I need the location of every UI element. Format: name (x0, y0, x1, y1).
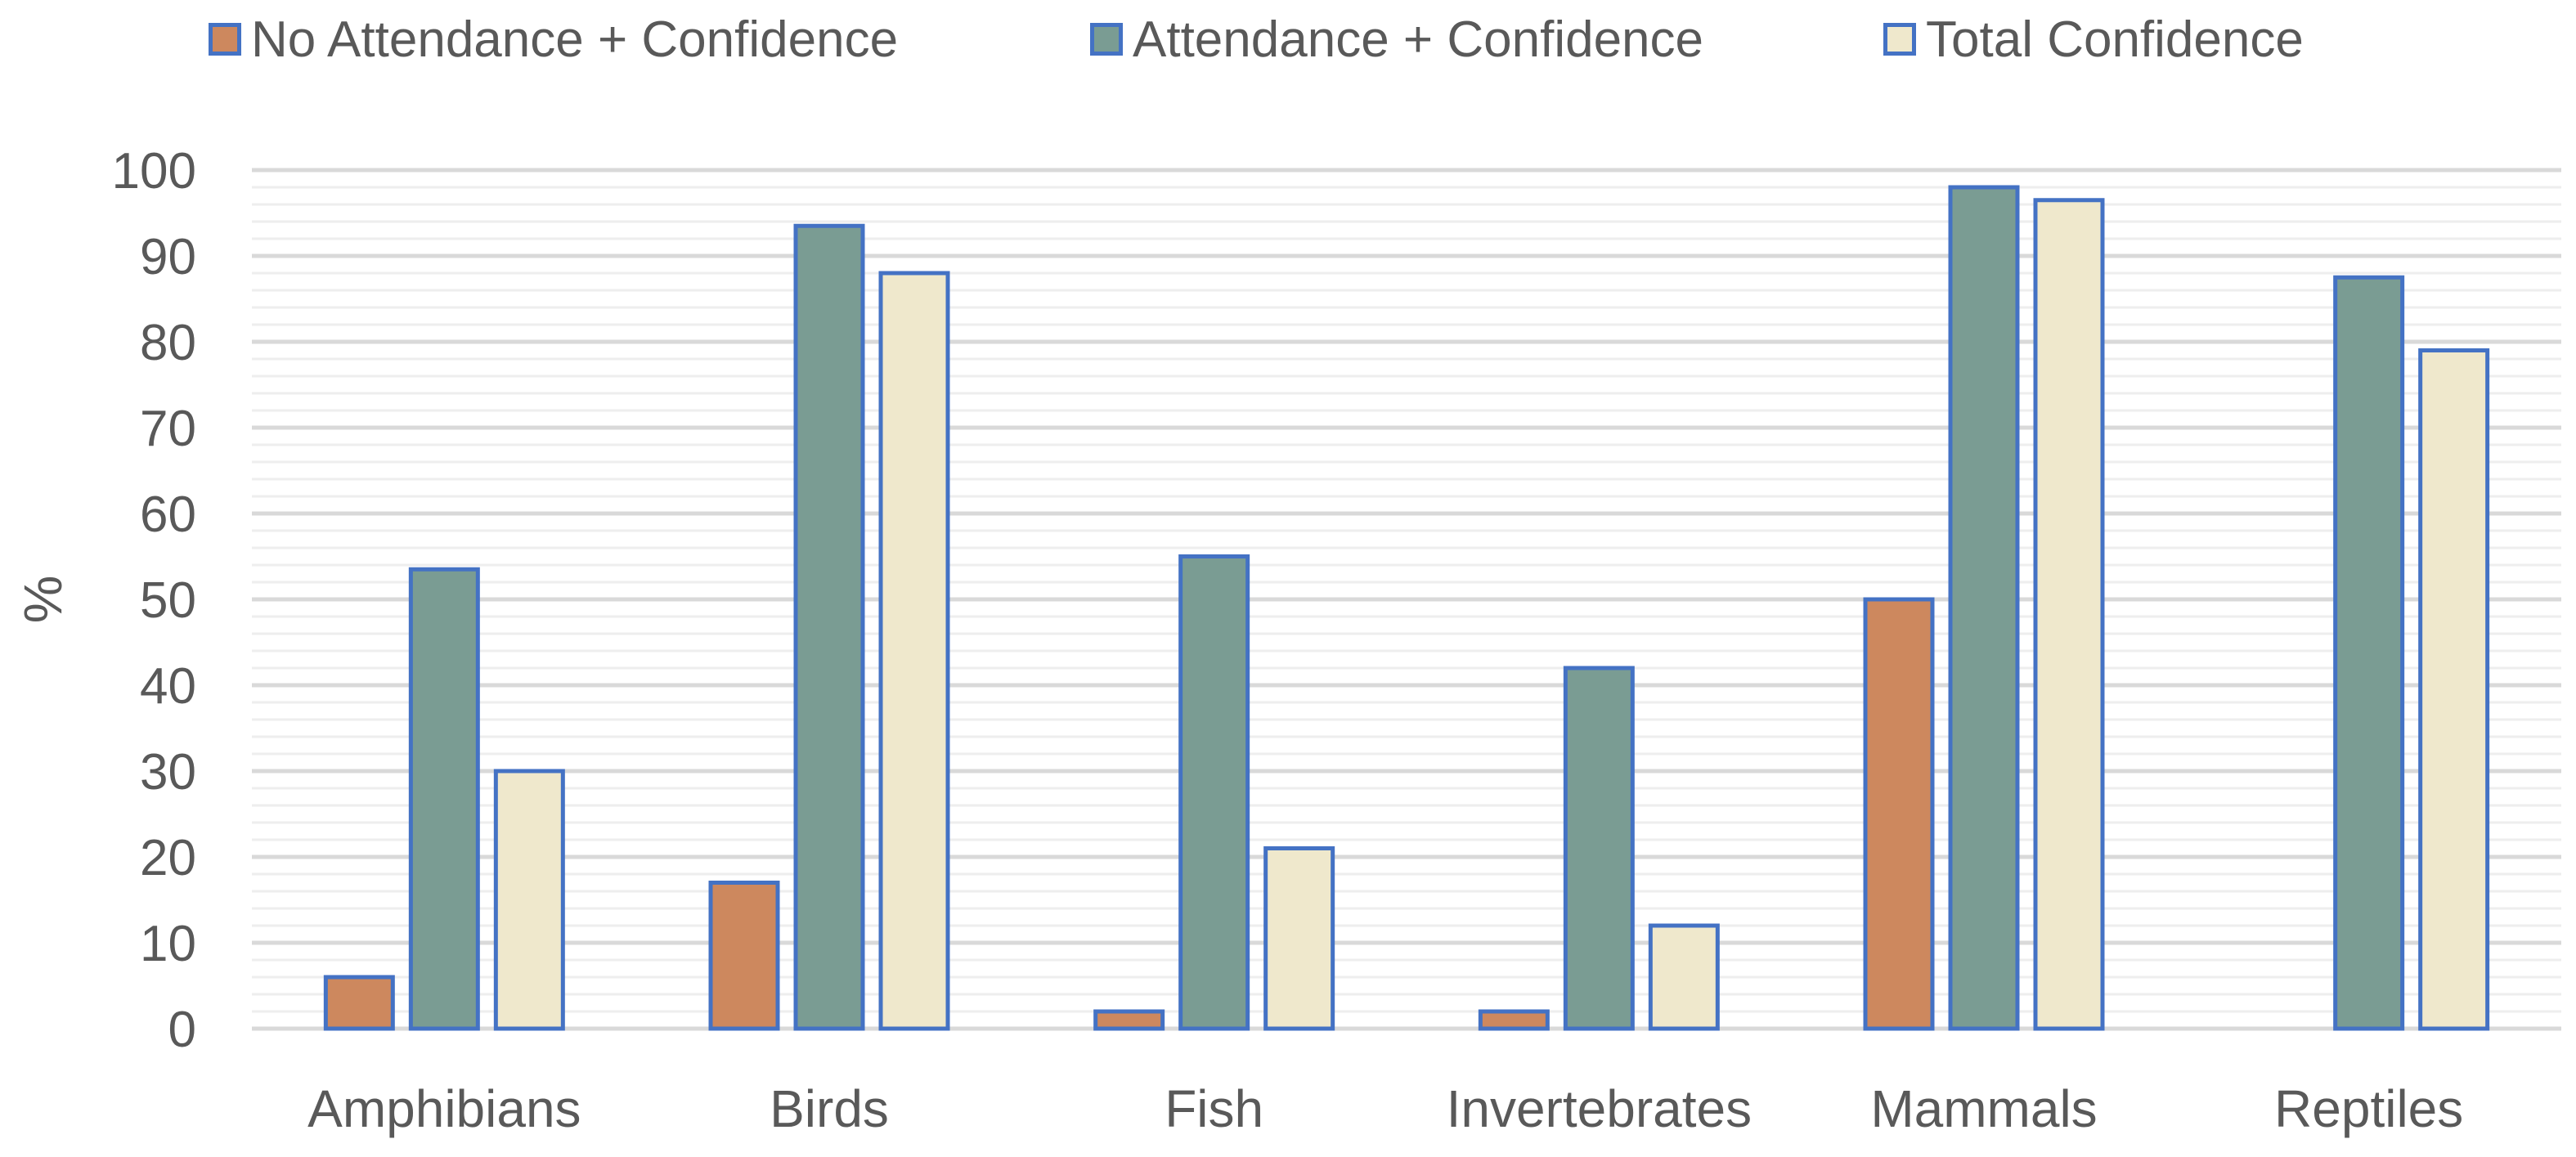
y-tick-label: 80 (140, 315, 196, 371)
legend-label-total: Total Confidence (1926, 11, 2304, 68)
legend-item-no-attendance: No Attendance + Confidence (209, 7, 898, 72)
x-tick-label: Mammals (1870, 1079, 2097, 1138)
bar (708, 881, 780, 1031)
x-tick-label: Amphibians (307, 1079, 581, 1138)
legend-swatch-total (1883, 23, 1916, 56)
y-tick-label: 10 (140, 916, 196, 972)
y-tick-label: 50 (140, 572, 196, 629)
bar (1563, 666, 1635, 1031)
y-tick-label: 30 (140, 744, 196, 800)
legend-swatch-no-attendance (209, 23, 241, 56)
bar (1648, 923, 1720, 1031)
x-tick-label: Reptiles (2274, 1079, 2463, 1138)
y-tick-label: 40 (140, 658, 196, 715)
bar (878, 271, 950, 1031)
bar (2033, 198, 2105, 1031)
x-tick-label: Fish (1165, 1079, 1263, 1138)
legend-label-no-attendance: No Attendance + Confidence (251, 11, 899, 68)
legend-swatch-attendance (1090, 23, 1123, 56)
bar (1478, 1009, 1550, 1031)
bar (408, 567, 480, 1031)
y-tick-label: 100 (112, 143, 196, 200)
bar (1093, 1009, 1165, 1031)
bar (1263, 846, 1335, 1031)
legend: No Attendance + Confidence Attendance + … (0, 7, 2576, 72)
legend-label-attendance: Attendance + Confidence (1133, 11, 1704, 68)
y-axis-label: % (12, 576, 73, 624)
bar (1178, 554, 1250, 1031)
y-tick-label: 70 (140, 401, 196, 457)
bar (2333, 275, 2405, 1031)
bar (1948, 185, 2020, 1031)
bar (2418, 348, 2490, 1031)
x-tick-label: Birds (770, 1079, 889, 1138)
y-tick-label: 90 (140, 229, 196, 285)
y-tick-label: 20 (140, 830, 196, 886)
y-tick-label: 0 (168, 1002, 196, 1058)
bar (793, 223, 865, 1031)
bar (493, 769, 565, 1031)
legend-item-attendance: Attendance + Confidence (1090, 7, 1703, 72)
legend-item-total: Total Confidence (1883, 7, 2304, 72)
bar (323, 975, 395, 1031)
x-tick-label: Invertebrates (1447, 1079, 1752, 1138)
y-tick-label: 60 (140, 487, 196, 543)
bar (1863, 597, 1935, 1031)
